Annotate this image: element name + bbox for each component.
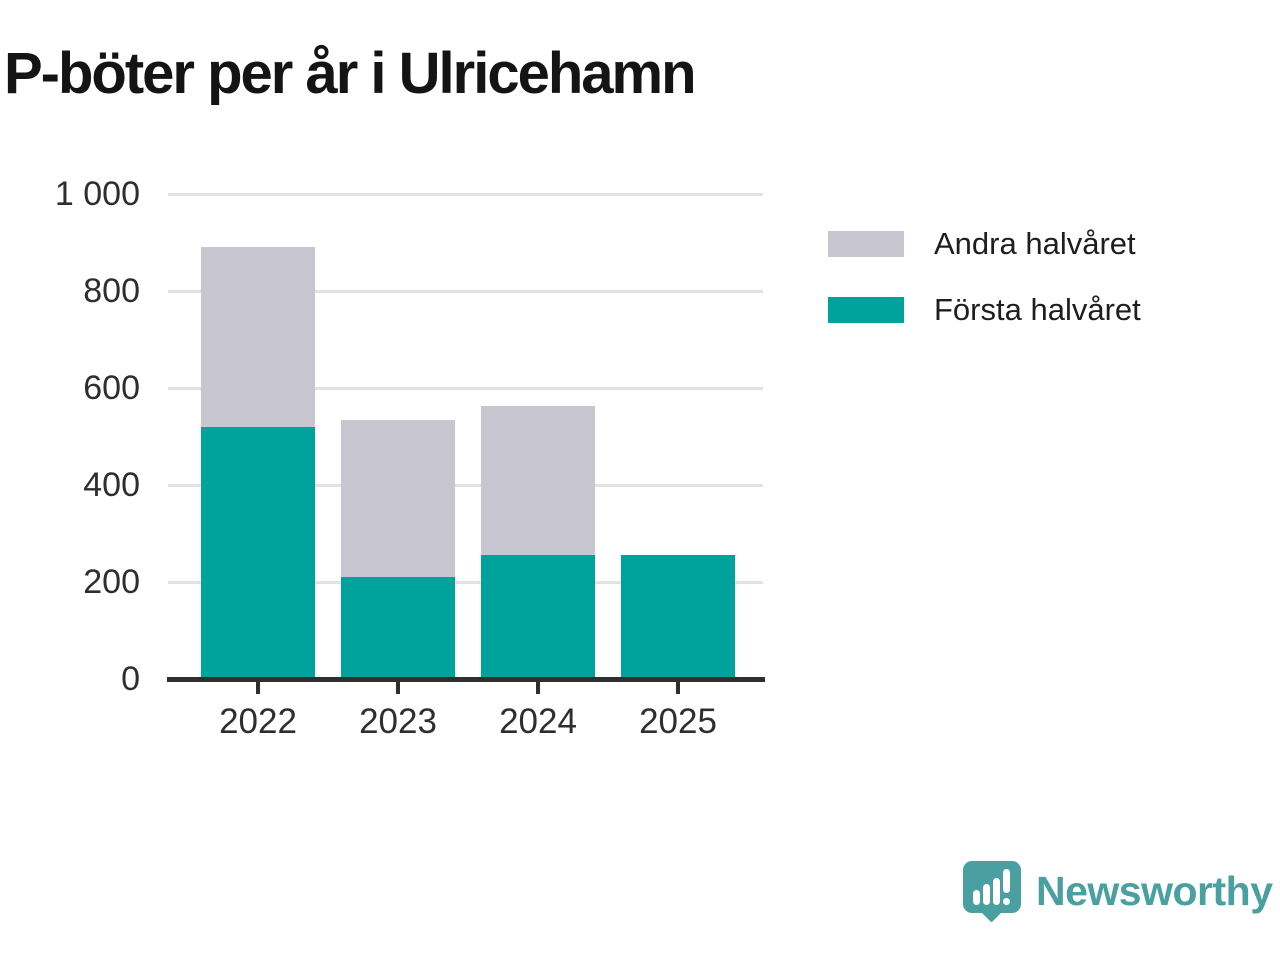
x-axis-tick-2025 — [676, 681, 680, 694]
x-axis-label-2024: 2024 — [499, 702, 577, 741]
x-axis-line — [167, 676, 765, 682]
x-axis-label-2025: 2025 — [639, 702, 717, 741]
gridline-600 — [168, 386, 763, 390]
legend: Andra halvåret Första halvåret — [828, 226, 1141, 358]
newsworthy-logo-icon — [963, 861, 1021, 922]
bar-segment-första-2024 — [481, 554, 595, 679]
legend-label: Andra halvåret — [934, 226, 1136, 261]
bar-segment-första-2022 — [201, 426, 315, 679]
chart-title: P-böter per år i Ulricehamn — [4, 41, 697, 106]
brand-footer: Newsworthy — [962, 860, 1273, 922]
x-axis-label-2022: 2022 — [219, 702, 297, 741]
gridline-800 — [168, 289, 763, 293]
x-axis-tick-2024 — [536, 681, 540, 694]
x-axis-tick-2023 — [396, 681, 400, 694]
gridline-1000 — [168, 192, 763, 196]
legend-swatch — [828, 231, 904, 257]
x-axis-label-2023: 2023 — [359, 702, 437, 741]
y-axis-label: 200 — [83, 563, 140, 601]
y-axis-label: 800 — [83, 272, 140, 310]
y-axis-label: 0 — [121, 660, 140, 698]
bar-segment-första-2023 — [341, 577, 455, 679]
bar-segment-andra-2023 — [341, 420, 455, 578]
y-axis-label: 600 — [83, 369, 140, 407]
legend-label: Första halvåret — [934, 292, 1141, 327]
legend-item: Första halvåret — [828, 292, 1141, 328]
bar-segment-andra-2022 — [201, 246, 315, 427]
gridline-200 — [168, 580, 763, 584]
bar-segment-första-2025 — [621, 554, 735, 679]
legend-item: Andra halvåret — [828, 226, 1141, 262]
x-axis-tick-2022 — [256, 681, 260, 694]
y-axis-label: 1 000 — [54, 175, 140, 213]
y-axis-label: 400 — [83, 466, 140, 504]
bar-segment-andra-2024 — [481, 405, 595, 555]
brand-name: Newsworthy — [1036, 867, 1273, 914]
legend-swatch — [828, 297, 904, 323]
gridline-400 — [168, 483, 763, 487]
